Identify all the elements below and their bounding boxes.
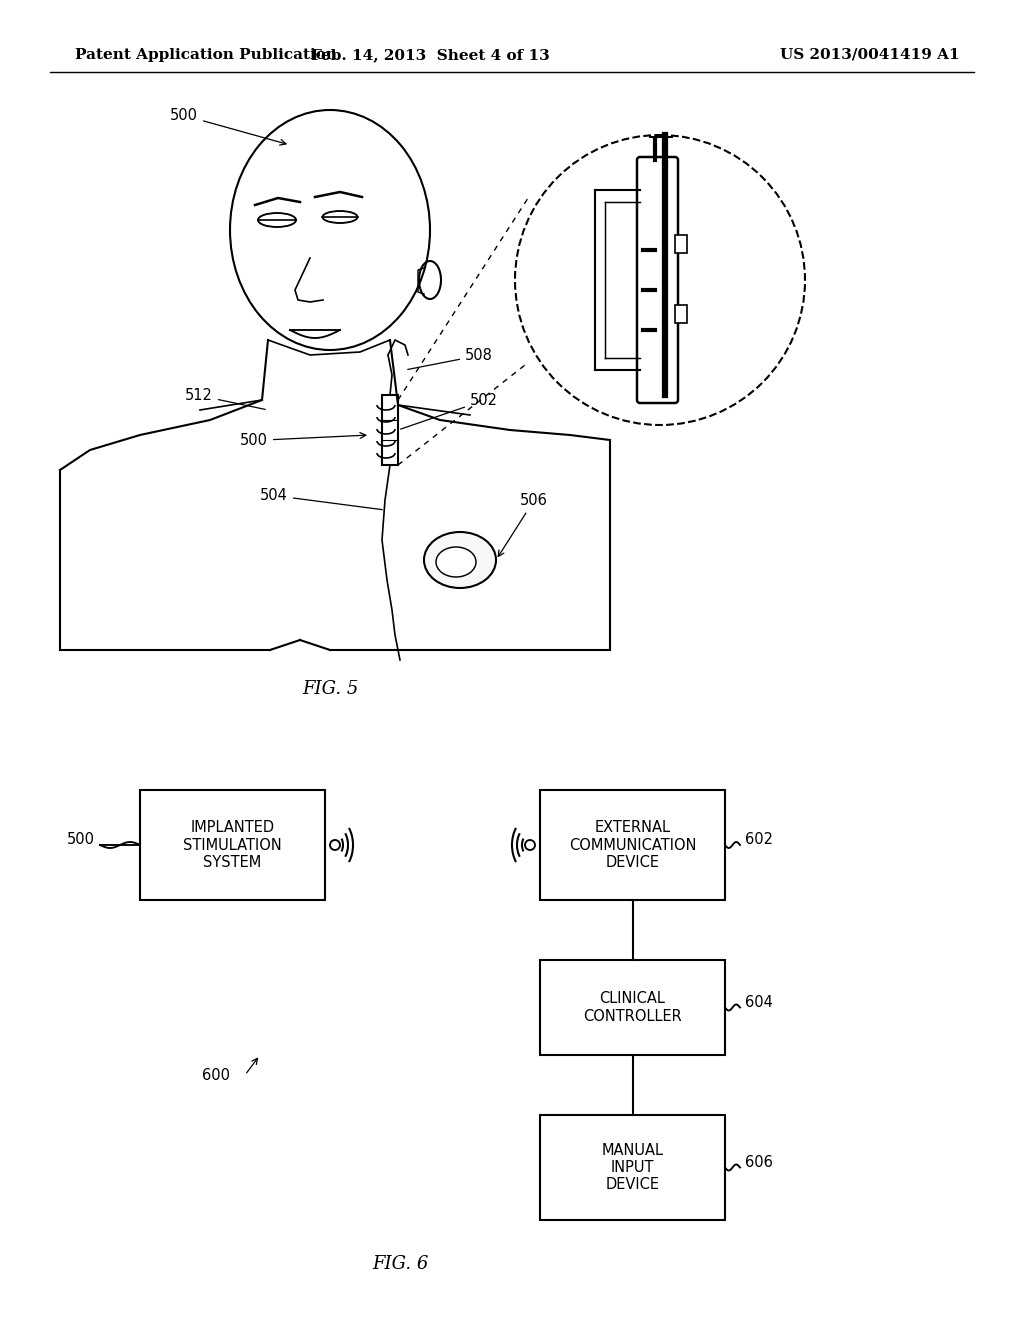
Ellipse shape: [424, 532, 496, 587]
Bar: [540, 789, 725, 900]
Bar: [540, 960, 725, 1055]
Text: 502: 502: [400, 393, 498, 429]
Text: 500: 500: [170, 108, 286, 145]
Text: CLINICAL
CONTROLLER: CLINICAL CONTROLLER: [583, 991, 682, 1024]
Bar: [675, 305, 687, 323]
Text: MANUAL
INPUT
DEVICE: MANUAL INPUT DEVICE: [601, 1143, 664, 1192]
Bar: [540, 1115, 725, 1220]
Text: FIG. 6: FIG. 6: [372, 1255, 428, 1272]
Text: Patent Application Publication: Patent Application Publication: [75, 48, 337, 62]
Text: 500: 500: [240, 433, 366, 447]
Text: IMPLANTED
STIMULATION
SYSTEM: IMPLANTED STIMULATION SYSTEM: [183, 820, 282, 870]
Text: Feb. 14, 2013  Sheet 4 of 13: Feb. 14, 2013 Sheet 4 of 13: [310, 48, 549, 62]
Text: 504: 504: [260, 488, 382, 510]
Ellipse shape: [436, 546, 476, 577]
Text: FIG. 5: FIG. 5: [302, 680, 358, 698]
Bar: [140, 789, 325, 900]
Text: 506: 506: [499, 492, 548, 557]
Bar: [675, 235, 687, 253]
Text: 604: 604: [745, 995, 773, 1010]
Text: 602: 602: [745, 833, 773, 847]
Text: 606: 606: [745, 1155, 773, 1170]
Text: 508: 508: [408, 348, 493, 370]
Text: 600: 600: [202, 1068, 230, 1082]
Bar: [382, 395, 398, 465]
FancyBboxPatch shape: [637, 157, 678, 403]
Text: 500: 500: [67, 833, 95, 847]
Text: EXTERNAL
COMMUNICATION
DEVICE: EXTERNAL COMMUNICATION DEVICE: [568, 820, 696, 870]
Text: 512: 512: [185, 388, 265, 409]
Text: US 2013/0041419 A1: US 2013/0041419 A1: [780, 48, 961, 62]
